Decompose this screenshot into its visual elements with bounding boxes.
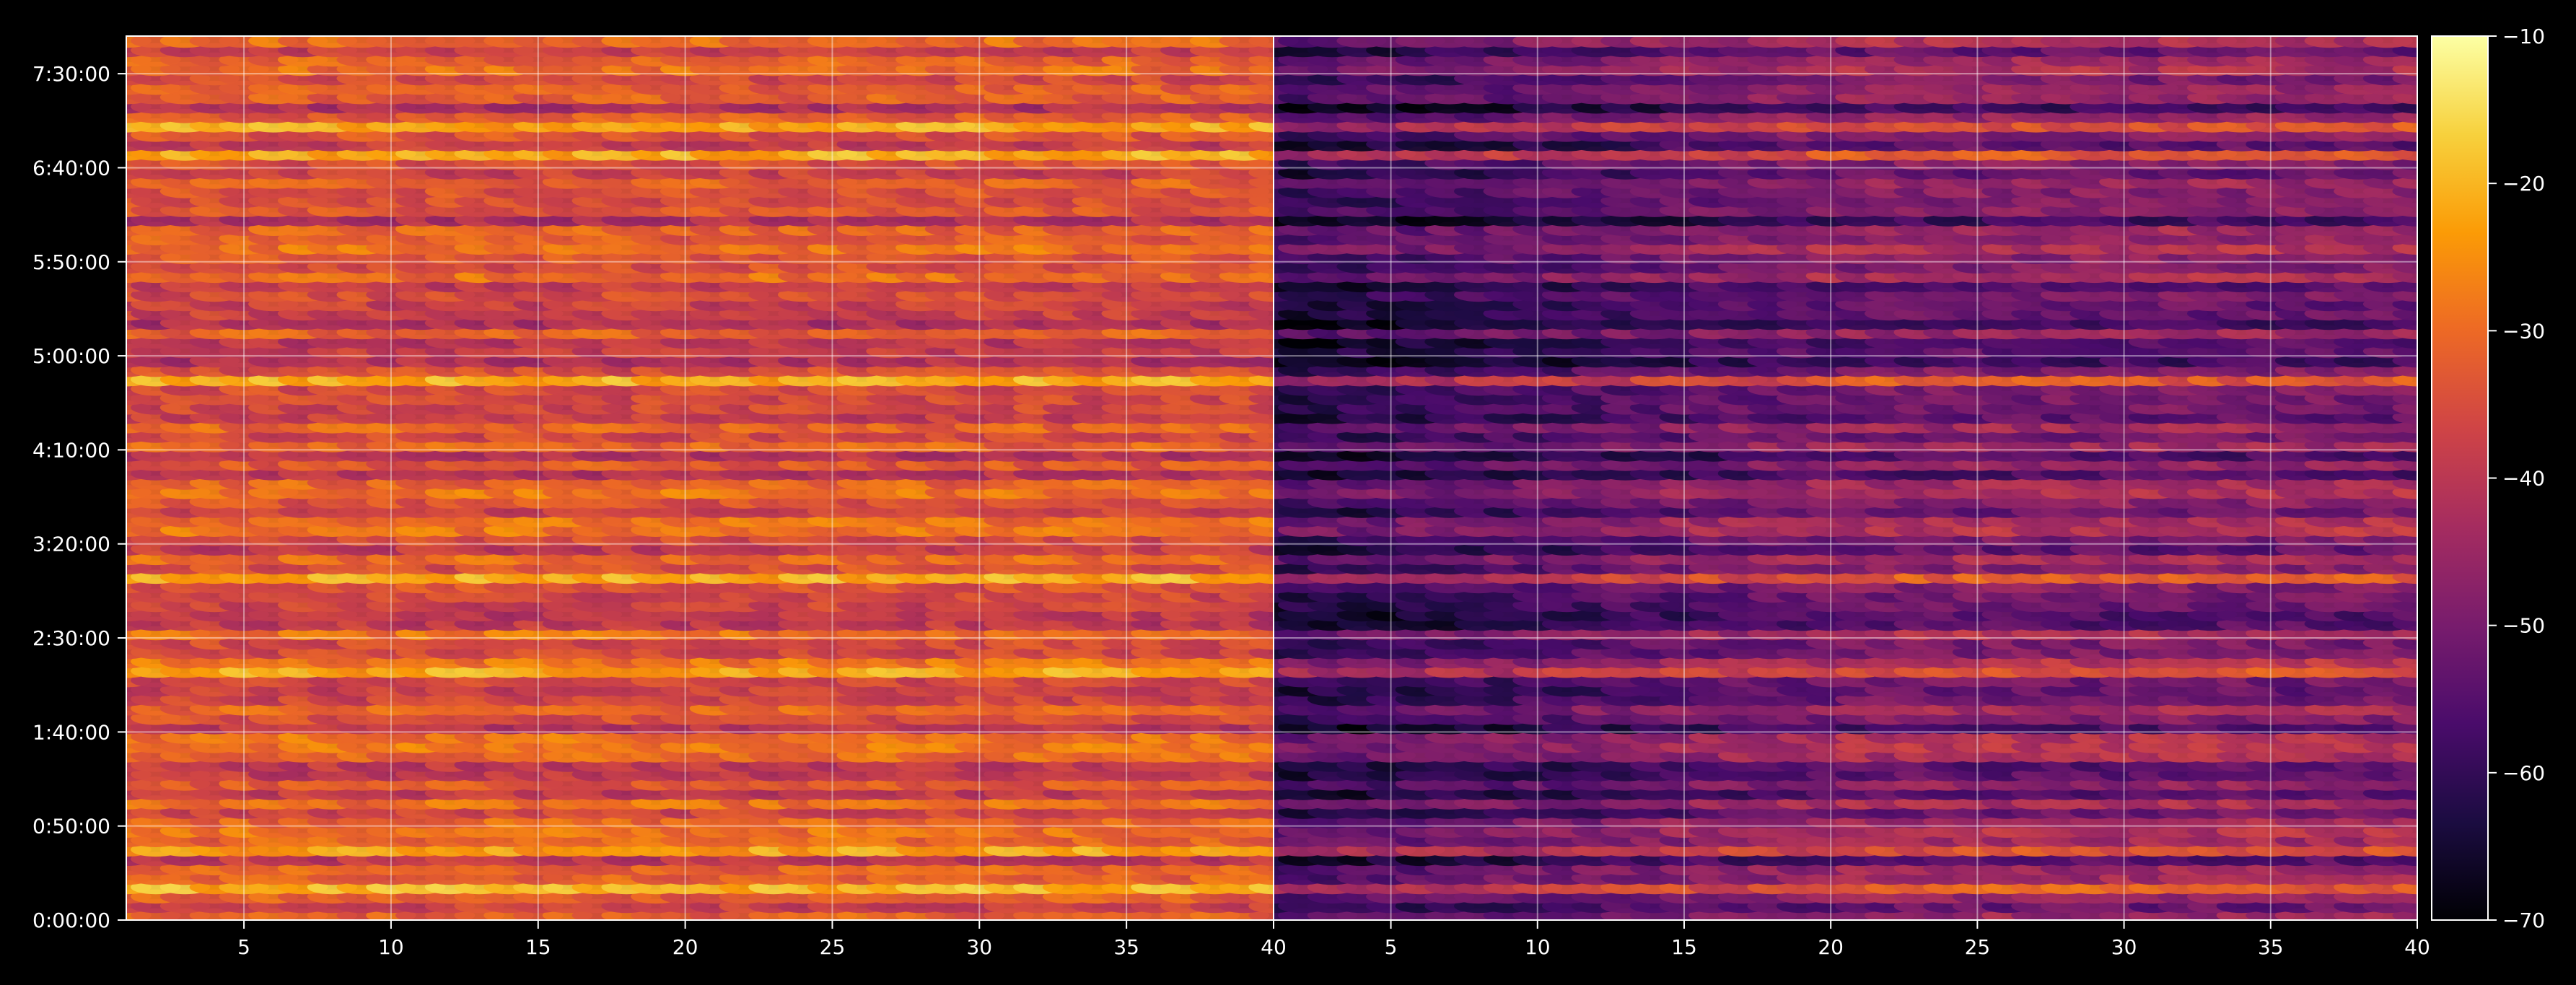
x-tick-label: 5: [237, 935, 250, 959]
x-tick-label: 40: [1261, 935, 1287, 959]
left-gridlines: [126, 36, 1274, 921]
y-tick-label: 1:40:00: [32, 720, 110, 744]
y-tick-label: 7:30:00: [32, 62, 110, 86]
y-tick-label: 4:10:00: [32, 438, 110, 462]
left-y-axis: 0:00:00 0:50:00 1:40:00 2:30:00 3:20:00 4:10:…: [32, 62, 126, 932]
x-tick-label: 10: [378, 935, 404, 959]
left-heatmap-panel: 5 10 15 20 25 30 35 40 0:00:00 0:50:00 1:40:00 2:3…: [32, 35, 1287, 959]
y-tick-label: 6:40:00: [32, 156, 110, 180]
right-heatmap-cells: [1274, 36, 2417, 920]
x-tick-label: 35: [1113, 935, 1139, 959]
heatmap-cell: [1248, 36, 1274, 48]
x-tick-label: 25: [820, 935, 846, 959]
right-heatmap-panel: 5 10 15 20 25 30 35 40: [1273, 35, 2430, 959]
y-tick-label: 0:00:00: [32, 909, 110, 932]
x-tick-label: 20: [673, 935, 698, 959]
y-tick-label: 3:20:00: [32, 533, 110, 556]
y-tick-label: 2:30:00: [32, 626, 110, 650]
left-heatmap-cells: [126, 36, 1274, 920]
y-tick-label: 5:00:00: [32, 344, 110, 368]
y-tick-label: 5:50:00: [32, 250, 110, 274]
left-x-axis: 5 10 15 20 25 30 35 40: [237, 920, 1287, 959]
y-tick-label: 0:50:00: [32, 815, 110, 839]
x-tick-label: 30: [966, 935, 992, 959]
x-tick-label: 15: [525, 935, 551, 959]
